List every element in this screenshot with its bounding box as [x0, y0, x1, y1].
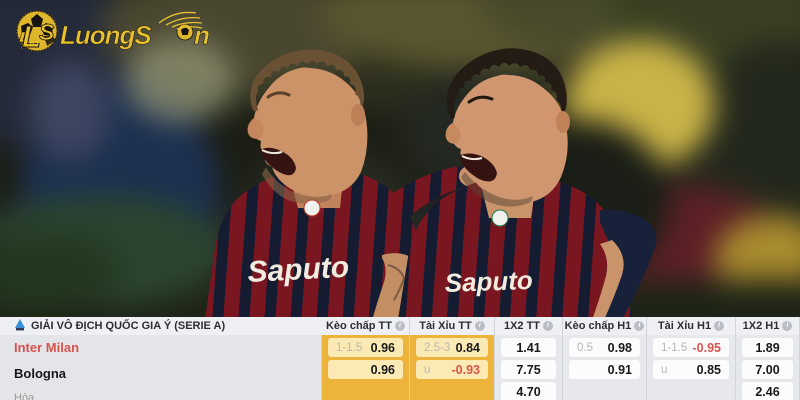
- svg-text:Saputo: Saputo: [444, 265, 533, 298]
- svg-text:LuongS: LuongS: [60, 20, 152, 50]
- svg-text:Saputo: Saputo: [247, 251, 350, 289]
- svg-text:o.TV: o.TV: [30, 40, 45, 47]
- svg-text:n: n: [194, 20, 210, 50]
